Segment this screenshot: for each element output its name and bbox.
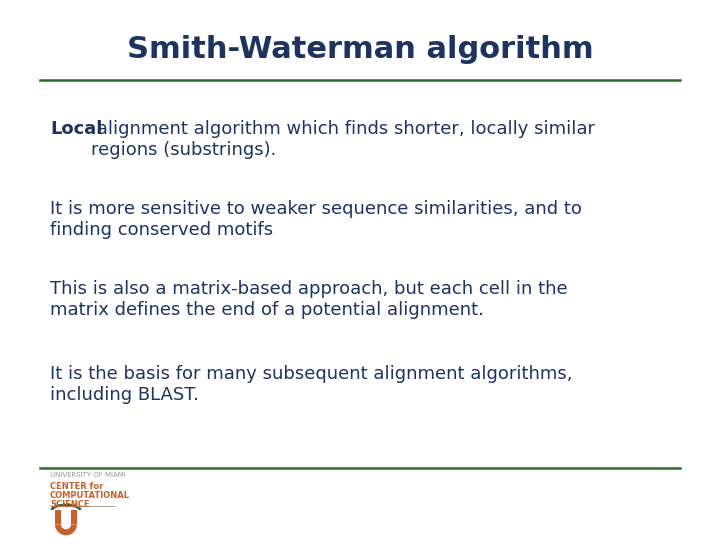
Text: SCIENCE: SCIENCE bbox=[50, 500, 89, 509]
Text: This is also a matrix-based approach, but each cell in the
matrix defines the en: This is also a matrix-based approach, bu… bbox=[50, 280, 567, 319]
Text: UNIVERSITY OF MIAMI: UNIVERSITY OF MIAMI bbox=[50, 472, 126, 478]
Text: It is the basis for many subsequent alignment algorithms,
including BLAST.: It is the basis for many subsequent alig… bbox=[50, 365, 572, 404]
Text: Smith-Waterman algorithm: Smith-Waterman algorithm bbox=[127, 36, 593, 64]
Text: COMPUTATIONAL: COMPUTATIONAL bbox=[50, 491, 130, 500]
Wedge shape bbox=[55, 524, 77, 535]
Bar bbox=[55, 510, 61, 524]
Text: alignment algorithm which finds shorter, locally similar
regions (substrings).: alignment algorithm which finds shorter,… bbox=[91, 120, 595, 159]
Bar bbox=[71, 510, 77, 524]
Text: Local: Local bbox=[50, 120, 102, 138]
Text: CENTER for: CENTER for bbox=[50, 482, 104, 491]
Text: It is more sensitive to weaker sequence similarities, and to
finding conserved m: It is more sensitive to weaker sequence … bbox=[50, 200, 582, 239]
